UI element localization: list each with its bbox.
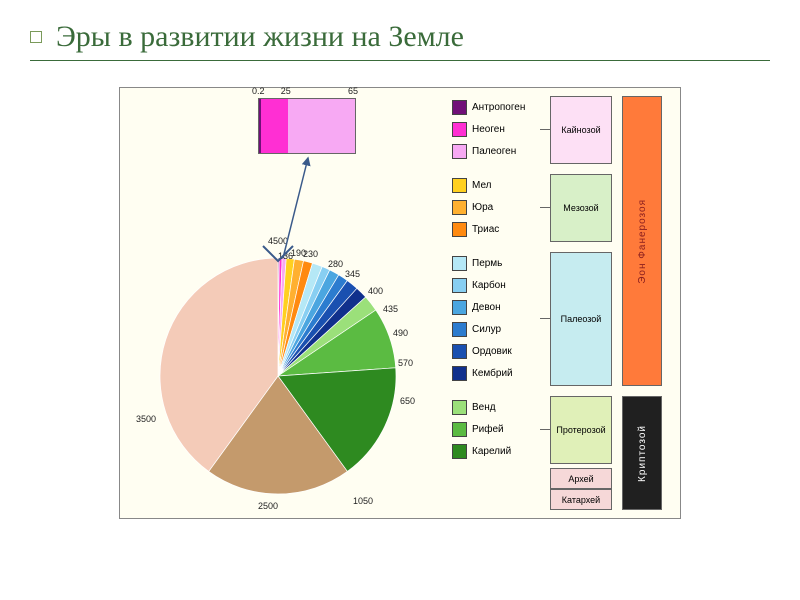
legend-swatch: [452, 222, 467, 237]
legend-period-label: Карбон: [472, 280, 506, 291]
legend-period-label: Силур: [472, 324, 501, 335]
legend-swatch: [452, 278, 467, 293]
legend-period-row: Палеоген: [452, 140, 542, 162]
pie-value-label: 230: [303, 249, 318, 259]
legend-period-row: Рифей: [452, 418, 542, 440]
legend-swatch: [452, 100, 467, 115]
legend-period-label: Мел: [472, 180, 492, 191]
legend-area: Антропоген Неоген Палеоген Мел Юра Триас Пермь…: [452, 96, 672, 511]
legend-period-label: Девон: [472, 302, 501, 313]
legend-swatch: [452, 444, 467, 459]
eon-label: Криптозой: [637, 425, 648, 482]
legend-period-row: Мел: [452, 174, 542, 196]
legend-period-row: Карбон: [452, 274, 542, 296]
pie-value-label: 1050: [353, 496, 373, 506]
legend-period-row: Антропоген: [452, 96, 542, 118]
legend-period-row: Юра: [452, 196, 542, 218]
legend-swatch: [452, 122, 467, 137]
era-box: Мезозой: [550, 174, 612, 242]
legend-period-label: Антропоген: [472, 102, 525, 113]
legend-swatch: [452, 344, 467, 359]
legend-swatch: [452, 366, 467, 381]
legend-swatch: [452, 256, 467, 271]
pie-value-label: 490: [393, 328, 408, 338]
legend-period-label: Триас: [472, 224, 499, 235]
legend-period-label: Пермь: [472, 258, 502, 269]
pie-value-label: 435: [383, 304, 398, 314]
pie-value-label: 570: [398, 358, 413, 368]
legend-swatch: [452, 300, 467, 315]
eon-box: Эон Фанерозоя: [622, 96, 662, 386]
era-box: Кайнозой: [550, 96, 612, 164]
pie-value-label: 345: [345, 269, 360, 279]
legend-swatch: [452, 322, 467, 337]
page-title: Эры в развитии жизни на Земле: [56, 20, 464, 53]
era-box: Палеозой: [550, 252, 612, 386]
legend-period-row: Карелий: [452, 440, 542, 462]
pie-value-label: 3500: [136, 414, 156, 424]
join-line: [540, 207, 550, 208]
pie-area: 0.22565450013619023028034540043549057065…: [128, 96, 448, 511]
pie-value-label: 4500: [268, 236, 288, 246]
eon-box: Криптозой: [622, 396, 662, 510]
legend-swatch: [452, 422, 467, 437]
pie-chart: [128, 96, 448, 511]
era-box: Катархей: [550, 489, 612, 510]
legend-period-row: Пермь: [452, 252, 542, 274]
join-line: [540, 318, 550, 319]
chart-panel: 0.22565450013619023028034540043549057065…: [119, 87, 681, 519]
pie-value-label: 2500: [258, 501, 278, 511]
legend-period-row: Неоген: [452, 118, 542, 140]
legend-period-label: Кембрий: [472, 368, 513, 379]
title-bullet-icon: [30, 31, 42, 43]
legend-period-row: Триас: [452, 218, 542, 240]
join-line: [540, 129, 550, 130]
legend-swatch: [452, 178, 467, 193]
legend-period-label: Ордовик: [472, 346, 512, 357]
inset-label: 65: [348, 86, 358, 96]
legend-period-label: Рифей: [472, 424, 504, 435]
inset-label: 25: [281, 86, 291, 96]
join-line: [540, 429, 550, 430]
pie-value-label: 650: [400, 396, 415, 406]
eon-label: Эон Фанерозоя: [637, 199, 648, 284]
legend-period-row: Девон: [452, 296, 542, 318]
legend-period-label: Венд: [472, 402, 496, 413]
legend-period-row: Силур: [452, 318, 542, 340]
pie-value-label: 280: [328, 259, 343, 269]
legend-period-row: Ордовик: [452, 340, 542, 362]
legend-swatch: [452, 400, 467, 415]
inset-label: 0.2: [252, 86, 265, 96]
pie-inset: [258, 98, 356, 154]
pie-value-label: 400: [368, 286, 383, 296]
title-bar: Эры в развитии жизни на Земле: [30, 20, 770, 61]
legend-swatch: [452, 144, 467, 159]
era-box: Архей: [550, 468, 612, 489]
era-box: Протерозой: [550, 396, 612, 464]
legend-period-row: Кембрий: [452, 362, 542, 384]
legend-period-label: Неоген: [472, 124, 505, 135]
legend-period-row: Венд: [452, 396, 542, 418]
legend-period-label: Юра: [472, 202, 493, 213]
legend-swatch: [452, 200, 467, 215]
legend-period-label: Карелий: [472, 446, 511, 457]
legend-period-label: Палеоген: [472, 146, 516, 157]
